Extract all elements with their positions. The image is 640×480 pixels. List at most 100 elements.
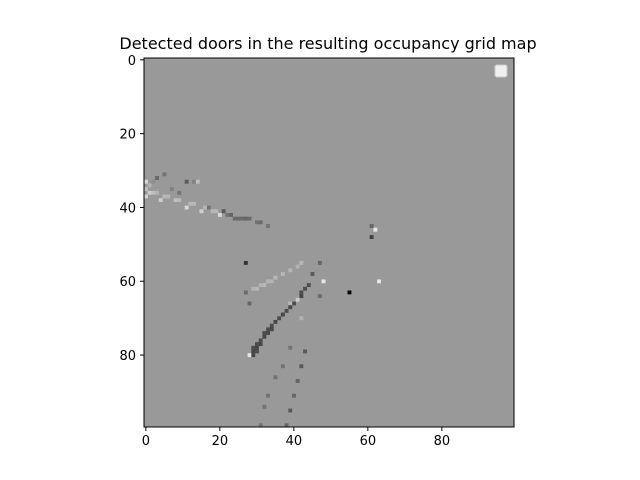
grid-cell: [295, 297, 300, 302]
grid-cell: [169, 187, 174, 192]
grid-cell: [373, 227, 378, 232]
legend-box: [494, 64, 508, 78]
grid-cell: [247, 353, 252, 358]
grid-cell: [299, 294, 304, 299]
grid-cell: [192, 201, 196, 206]
grid-cell: [288, 345, 293, 350]
grid-cell: [251, 286, 256, 291]
chart-title: Detected doors in the resulting occupanc…: [119, 34, 536, 53]
grid-cell: [306, 283, 311, 287]
grid-cell: [218, 212, 222, 217]
grid-cell: [266, 393, 270, 398]
grid-cell: [162, 194, 167, 199]
grid-cell: [273, 319, 278, 324]
grid-cell: [232, 216, 237, 221]
grid-cell: [221, 209, 226, 214]
grid-cell: [151, 179, 156, 184]
grid-cell: [280, 364, 285, 369]
grid-cell: [177, 198, 182, 203]
grid-cell: [147, 190, 152, 195]
legend: [494, 64, 508, 78]
grid-cell: [210, 209, 215, 214]
grid-cell: [147, 183, 152, 188]
plot-frame: [143, 57, 515, 428]
y-tick-label: 20: [119, 128, 136, 143]
x-tick-label: 40: [286, 434, 303, 449]
grid-cell: [266, 224, 270, 228]
grid-cell: [184, 179, 189, 184]
grid-cell: [262, 283, 267, 287]
grid-cell: [369, 235, 374, 240]
grid-cell: [240, 216, 245, 221]
grid-cell: [203, 205, 208, 210]
grid-cell: [243, 216, 248, 221]
grid-cell: [247, 216, 252, 221]
grid-cell: [255, 220, 259, 225]
grid-cell: [284, 423, 289, 428]
grid-cell: [166, 194, 171, 199]
grid-cell: [258, 423, 263, 428]
grid-cell: [321, 279, 326, 284]
grid-cell: [251, 353, 256, 358]
grid-cell: [144, 179, 148, 184]
y-axis: 0 20 40 60 80: [119, 54, 144, 364]
grid-cell: [273, 375, 278, 380]
grid-cell: [369, 224, 374, 228]
grid-cell: [251, 349, 256, 354]
grid-cell: [266, 327, 270, 332]
grid-cell: [310, 272, 315, 276]
y-tick-label: 80: [119, 349, 136, 364]
grid-cell: [303, 286, 307, 291]
grid-cell: [255, 345, 259, 350]
grid-cell: [158, 198, 163, 203]
grid-cell: [269, 323, 274, 328]
grid-cell: [299, 260, 304, 265]
y-tick-label: 0: [128, 54, 136, 69]
grid-cell: [247, 301, 252, 306]
grid-cell: [262, 334, 267, 339]
grid-cell: [377, 279, 381, 284]
grid-cell: [144, 187, 148, 192]
grid-cell: [347, 290, 352, 295]
grid-cell: [251, 345, 256, 350]
grid-cell: [269, 327, 274, 332]
grid-cell: [225, 212, 230, 217]
grid-cell: [273, 275, 278, 280]
grid-cell: [280, 272, 285, 276]
grid-cell: [243, 290, 248, 295]
grid-cell: [243, 260, 248, 265]
grid-cell: [292, 393, 296, 398]
grid-cell: [303, 349, 307, 354]
grid-cell: [258, 338, 263, 343]
grid-cell: [255, 342, 259, 347]
grid-cell: [299, 316, 304, 321]
grid-cell: [177, 190, 182, 195]
grid-cell: [262, 331, 267, 335]
grid-cell: [288, 268, 293, 273]
grid-cell: [258, 342, 263, 347]
grid-cell: [299, 364, 304, 369]
y-tick-label: 40: [119, 201, 136, 216]
grid-cell: [151, 190, 156, 195]
x-tick-label: 20: [212, 434, 229, 449]
y-tick-label: 60: [119, 275, 136, 290]
grid-cell: [269, 279, 274, 284]
x-axis: 0 20 40 60 80: [142, 427, 450, 449]
grid-cell: [195, 179, 200, 184]
grid-cell: [277, 316, 282, 321]
grid-cell: [199, 209, 204, 214]
grid-cell: [155, 190, 159, 195]
grid-background: [144, 58, 514, 427]
grid-cell: [229, 212, 233, 217]
grid-cell: [262, 404, 267, 409]
grid-cell: [292, 301, 296, 306]
occupancy-cells: [144, 172, 381, 428]
grid-cell: [266, 279, 270, 284]
grid-cell: [299, 290, 304, 295]
grid-cell: [288, 305, 293, 310]
x-tick-label: 60: [360, 434, 377, 449]
grid-cell: [295, 264, 300, 269]
plot-area: [143, 57, 515, 428]
grid-cell: [258, 283, 263, 287]
